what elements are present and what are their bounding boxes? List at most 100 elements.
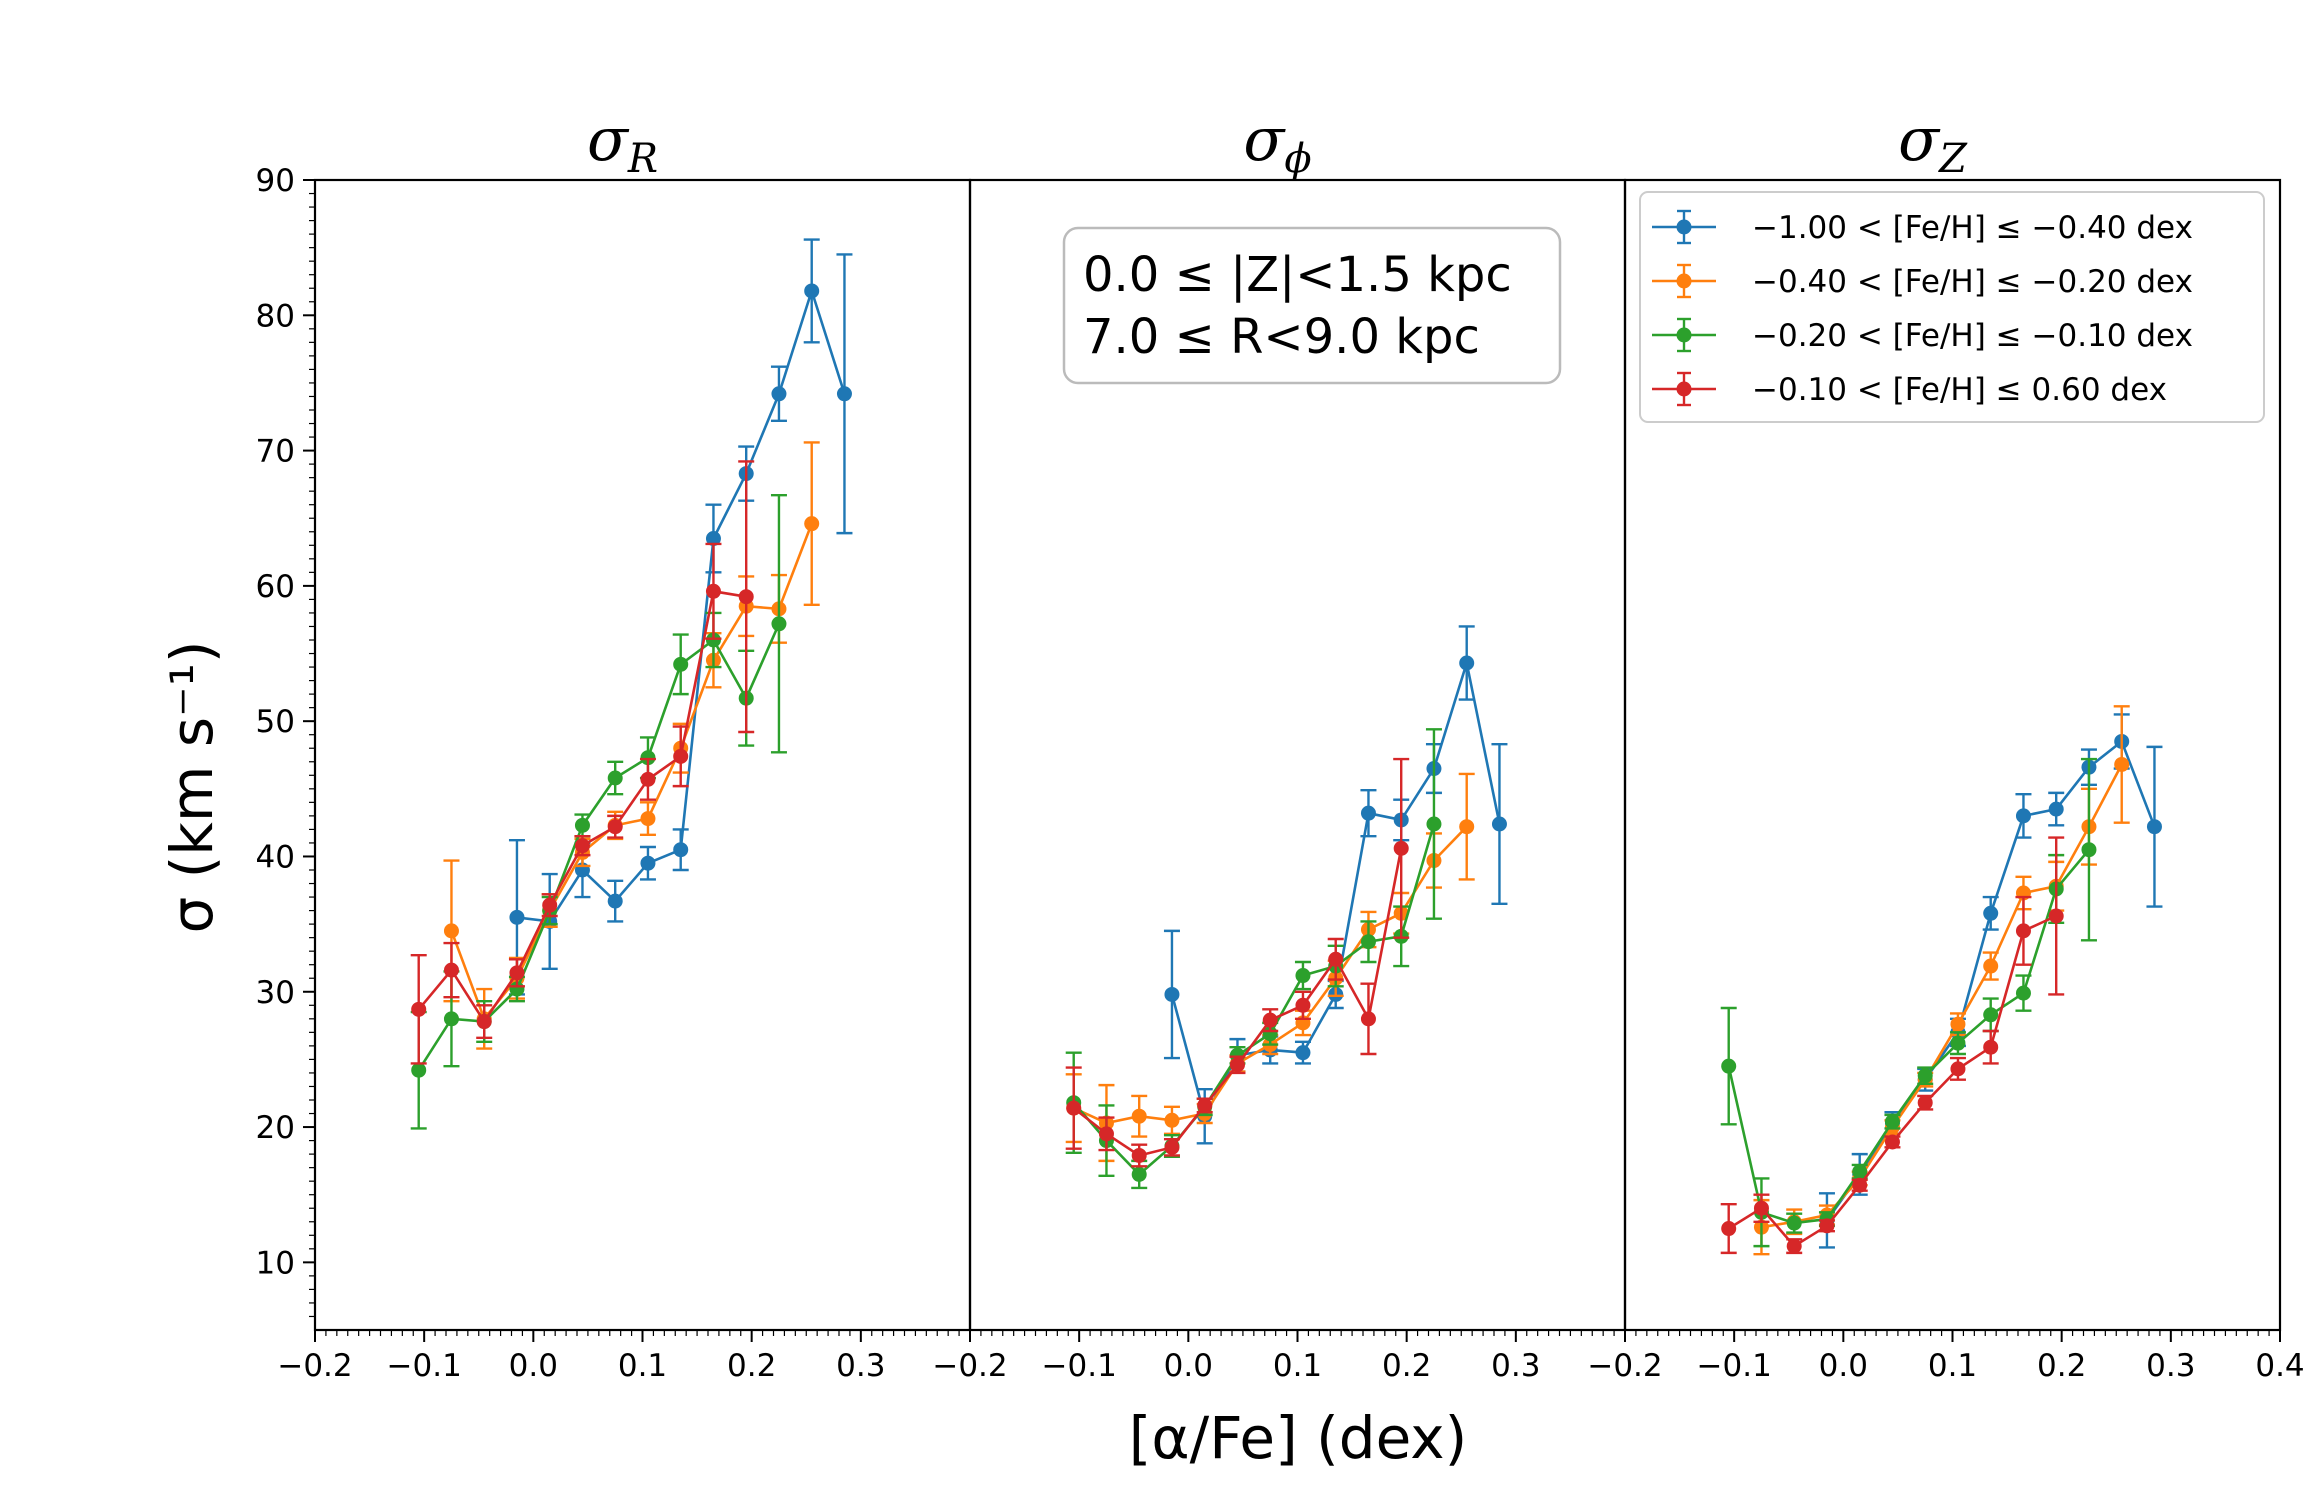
y-tick-label: 90 — [256, 163, 295, 199]
x-tick-label: −0.1 — [387, 1348, 462, 1384]
series-3 — [410, 494, 787, 1130]
panel-2: σϕ −0.2 −0.1 0.0 0.1 0.2 0.3 — [932, 105, 1627, 1384]
data-point — [771, 616, 787, 632]
data-point — [1819, 1218, 1835, 1234]
panel-title-subscript: ϕ — [1284, 136, 1311, 182]
data-point — [1164, 1112, 1180, 1128]
data-point — [705, 583, 721, 599]
series-line — [1072, 823, 1436, 1177]
legend-marker — [1676, 327, 1692, 343]
legend-marker — [1676, 381, 1692, 397]
x-tick-label: −0.2 — [277, 1348, 352, 1384]
legend-entry-1: −1.00 < [Fe/H] ≤ −0.40 dex — [1652, 209, 2193, 246]
annotation-line-r: 7.0 ≤ R<9.0 kpc — [1083, 309, 1480, 365]
data-point — [509, 965, 525, 981]
legend-box — [1639, 191, 2265, 423]
data-point — [542, 897, 558, 913]
x-tick-label: 0.2 — [1382, 1348, 1431, 1384]
data-point — [1360, 934, 1376, 950]
y-tick-label: 60 — [256, 569, 295, 605]
data-point — [1131, 1147, 1147, 1163]
series-line — [417, 589, 747, 1024]
series-line — [1072, 848, 1403, 1157]
data-point — [2081, 842, 2097, 858]
series-1 — [1818, 713, 2163, 1249]
series-1 — [1163, 625, 1508, 1145]
data-point — [673, 748, 689, 764]
panel-title: σR — [587, 105, 658, 182]
data-point — [607, 819, 623, 835]
x-tick-label: 0.1 — [1273, 1348, 1322, 1384]
series-3 — [1720, 757, 2097, 1248]
series-line — [1727, 848, 2090, 1225]
x-axis-label: [α/Fe] (dex) — [1129, 1404, 1467, 1472]
data-point — [1164, 1139, 1180, 1155]
x-tick-label: −0.2 — [932, 1348, 1007, 1384]
data-point — [771, 386, 787, 402]
data-point — [738, 589, 754, 605]
data-point — [640, 811, 656, 827]
annotation-box — [1062, 226, 1562, 385]
data-point — [443, 923, 459, 939]
data-point — [705, 632, 721, 648]
x-tick-label: 0.1 — [1928, 1348, 1977, 1384]
data-point — [1098, 1126, 1114, 1142]
data-point — [640, 750, 656, 766]
legend-label: −0.10 < [Fe/H] ≤ 0.60 dex — [1752, 372, 2167, 408]
data-point — [1229, 1057, 1245, 1073]
data-point — [2015, 923, 2031, 939]
panels: σR−0.2 −0.1 0.0 0.1 0.2 0.3102030405060708090… — [256, 105, 2305, 1384]
data-point — [574, 817, 590, 833]
data-point — [1983, 1007, 1999, 1023]
series-4 — [1720, 836, 2065, 1255]
x-tick-label: 0.2 — [727, 1348, 776, 1384]
panel-title: σϕ — [1243, 105, 1311, 182]
panel-title: σZ — [1898, 105, 1968, 182]
data-point — [2114, 756, 2130, 772]
data-point — [1950, 1061, 1966, 1077]
y-tick-label: 10 — [256, 1245, 295, 1281]
data-point — [1950, 1035, 1966, 1051]
data-point — [640, 855, 656, 871]
data-point — [1295, 997, 1311, 1013]
annotation-line-z: 0.0 ≤ |Z|<1.5 kpc — [1083, 247, 1512, 303]
legend-label: −0.20 < [Fe/H] ≤ −0.10 dex — [1752, 318, 2193, 354]
x-tick-label: −0.1 — [1697, 1348, 1772, 1384]
panel-title-main: σ — [1898, 105, 1941, 175]
data-point — [443, 1011, 459, 1027]
panel-title-subscript: Z — [1937, 136, 1968, 182]
data-point — [607, 893, 623, 909]
data-point — [1360, 805, 1376, 821]
x-tick-label: 0.3 — [1491, 1348, 1540, 1384]
data-point — [1786, 1238, 1802, 1254]
x-tick-label: 0.0 — [1164, 1348, 1213, 1384]
data-point — [836, 386, 852, 402]
selection-annotation: 0.0 ≤ |Z|<1.5 kpc 7.0 ≤ R<9.0 kpc — [1062, 226, 1562, 385]
data-point — [1491, 816, 1507, 832]
legend-marker — [1676, 219, 1692, 235]
panel-title-main: σ — [587, 105, 630, 175]
data-point — [1884, 1114, 1900, 1130]
data-point — [1721, 1058, 1737, 1074]
series-line — [1073, 825, 1468, 1125]
data-point — [640, 771, 656, 787]
series-2 — [443, 441, 820, 1050]
series-line — [516, 286, 846, 923]
data-point — [1983, 1039, 1999, 1055]
data-point — [1360, 1011, 1376, 1027]
data-point — [574, 838, 590, 854]
data-point — [1066, 1100, 1082, 1116]
series-line — [1170, 662, 1501, 1120]
data-point — [1426, 816, 1442, 832]
data-point — [1786, 1215, 1802, 1231]
data-point — [1295, 968, 1311, 984]
data-point — [476, 1014, 492, 1030]
x-tick-label: 0.3 — [836, 1348, 885, 1384]
series-2 — [1065, 772, 1475, 1163]
x-tick-label: −0.1 — [1042, 1348, 1117, 1384]
data-point — [673, 842, 689, 858]
x-tick-label: 0.3 — [2146, 1348, 2195, 1384]
x-tick-label: 0.4 — [2255, 1348, 2304, 1384]
panel-title-main: σ — [1243, 105, 1286, 175]
